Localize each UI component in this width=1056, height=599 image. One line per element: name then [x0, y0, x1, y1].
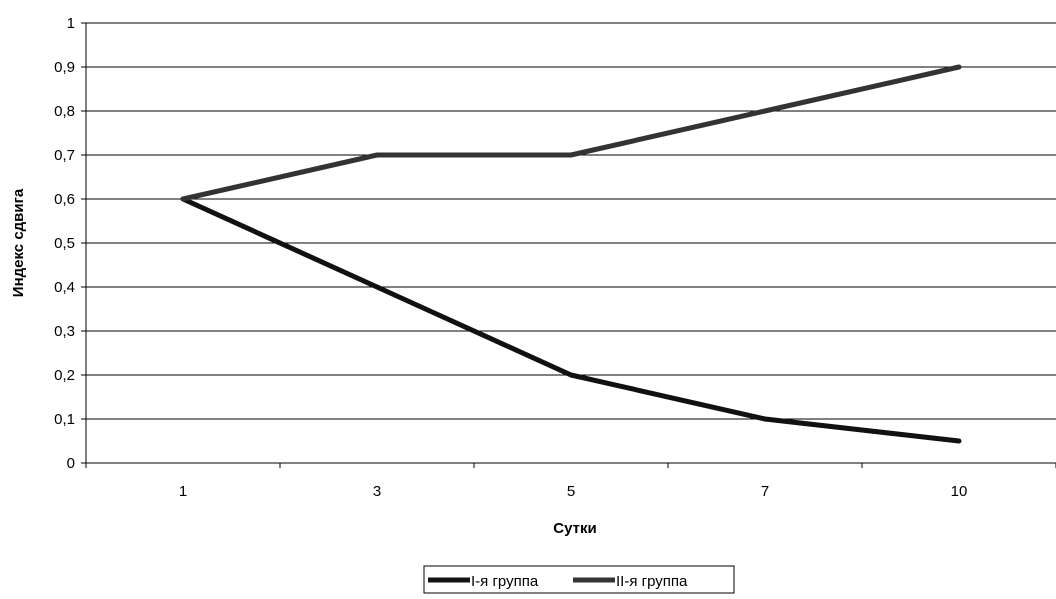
y-tick-label: 0,8: [54, 103, 75, 120]
y-tick-label: 0,3: [54, 323, 75, 340]
x-tick-labels: 1 3 5 7 10: [179, 483, 968, 500]
y-axis-title: Индекс сдвига: [10, 188, 27, 297]
y-tick-label: 0,7: [54, 147, 75, 164]
series-lines: [180, 64, 962, 444]
y-tick-labels: 0 0,1 0,2 0,3 0,4 0,5 0,6 0,7 0,8 0,9 1: [54, 15, 75, 472]
y-tick-label: 0,9: [54, 59, 75, 76]
legend-label-2: II-я группа: [616, 573, 688, 590]
x-axis-title: Сутки: [553, 520, 596, 537]
x-tick-label: 5: [567, 483, 575, 500]
gridlines: [86, 22, 1056, 420]
series-line-1: [180, 196, 962, 444]
x-tick-label: 7: [761, 483, 769, 500]
legend: I-я группа II-я группа: [423, 565, 735, 594]
y-tick-label: 0,4: [54, 279, 75, 296]
y-tick-label: 0,2: [54, 367, 75, 384]
series-line-2: [180, 64, 962, 202]
y-tick-label: 1: [67, 15, 75, 32]
x-tick-label: 3: [373, 483, 381, 500]
y-tick-label: 0,1: [54, 411, 75, 428]
x-tick-label: 10: [951, 483, 968, 500]
x-tick-label: 1: [179, 483, 187, 500]
y-tick-label: 0,6: [54, 191, 75, 208]
y-tick-label: 0: [67, 455, 75, 472]
axes: [81, 22, 1056, 468]
legend-label-1: I-я группа: [471, 573, 539, 590]
y-tick-label: 0,5: [54, 235, 75, 252]
